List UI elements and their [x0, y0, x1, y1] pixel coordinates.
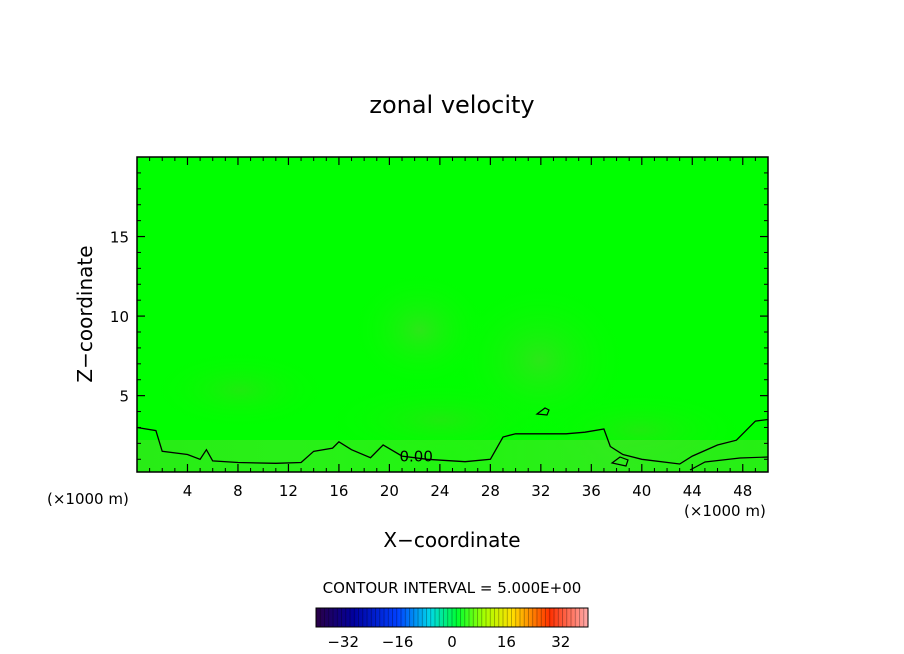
colorbar-tick-label: 16: [497, 633, 516, 651]
x-tick-label: 28: [481, 482, 500, 500]
plot-area: 0.00: [137, 157, 768, 472]
x-unit-right: (×1000 m): [684, 502, 766, 520]
x-tick-label: 40: [632, 482, 651, 500]
x-tick-label: 20: [380, 482, 399, 500]
colorbar: −32 −16 0 16 32: [315, 607, 589, 651]
x-tick-label: 24: [430, 482, 449, 500]
y-tick-label: 10: [110, 308, 129, 326]
x-tick-label: 44: [683, 482, 702, 500]
heatmap-low-layer: [137, 440, 768, 472]
x-tick-label: 12: [279, 482, 298, 500]
x-axis-label: X−coordinate: [383, 528, 520, 552]
colorbar-gradient: [316, 608, 588, 627]
contour-loop: [610, 456, 629, 467]
x-tick-label: 48: [733, 482, 752, 500]
colorbar-tick-label: −32: [327, 633, 359, 651]
x-tick-label: 32: [531, 482, 550, 500]
x-tick-label: 4: [183, 482, 193, 500]
colorbar-frame: [315, 607, 589, 628]
contour-loop: [535, 407, 550, 416]
chart-title: zonal velocity: [369, 91, 534, 119]
y-tick-label: 5: [119, 388, 129, 406]
colorbar-tick-label: −16: [382, 633, 414, 651]
heatmap-region: [350, 270, 490, 390]
zero-contour: [137, 418, 768, 465]
contour-interval-label: CONTOUR INTERVAL = 5.000E+00: [323, 579, 582, 597]
colorbar-tick-label: 0: [447, 633, 457, 651]
x-tick-label: 8: [233, 482, 243, 500]
x-tick-label: 36: [582, 482, 601, 500]
y-ticks: 5 10 15: [110, 172, 768, 460]
heatmap-region: [150, 350, 330, 430]
x-tick-label: 16: [329, 482, 348, 500]
colorbar-stripes: [319, 608, 585, 627]
colorbar-ticks: −32 −16 0 16 32: [327, 633, 570, 651]
colorbar-tick-label: 32: [551, 633, 570, 651]
contour-loop: [689, 456, 768, 471]
y-tick-label: 15: [110, 229, 129, 247]
x-ticks: 4 8 12 16 20 24 28 32 36 40 44 48: [149, 157, 756, 500]
x-unit-left: (×1000 m): [47, 490, 129, 508]
contour-label: 0.00: [399, 448, 432, 466]
y-axis-label: Z−coordinate: [73, 245, 97, 382]
